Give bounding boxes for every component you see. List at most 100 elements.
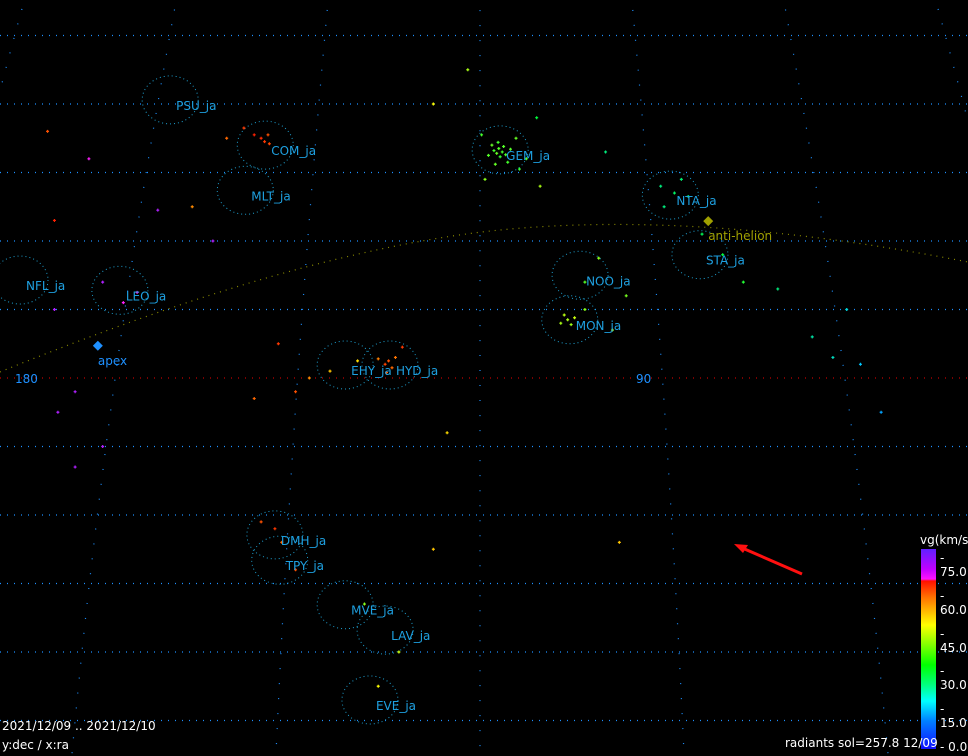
radiant-point bbox=[493, 162, 497, 166]
radiant-point bbox=[362, 602, 366, 606]
radiant-point bbox=[490, 143, 494, 147]
radiant-point bbox=[506, 160, 510, 164]
red-arrow bbox=[739, 545, 803, 576]
radiant-point bbox=[535, 116, 539, 120]
shower-circle bbox=[216, 165, 274, 215]
radiant-point bbox=[52, 308, 56, 311]
radiant-point bbox=[845, 308, 849, 311]
radiant-point bbox=[211, 239, 215, 243]
radiant-point bbox=[276, 342, 280, 346]
radiant-point bbox=[508, 147, 512, 151]
radiant-point bbox=[562, 313, 566, 317]
shower-circle bbox=[361, 340, 419, 390]
radiant-point bbox=[583, 280, 587, 284]
radiant-point bbox=[431, 102, 435, 106]
colorbar-tick: - 75.0 bbox=[940, 551, 967, 579]
radiant-point bbox=[500, 150, 504, 154]
radiant-point bbox=[672, 191, 676, 195]
shower-circle bbox=[91, 265, 149, 315]
radiant-point bbox=[498, 155, 502, 159]
radiant-point bbox=[190, 205, 194, 209]
colorbar-title: vg(km/s) bbox=[920, 533, 968, 547]
shower-label-sta-ja: STA_ja bbox=[706, 254, 745, 268]
radiant-point bbox=[495, 151, 499, 155]
radiant-point bbox=[46, 129, 50, 133]
radiant-point bbox=[242, 126, 246, 130]
radiant-point bbox=[559, 321, 563, 325]
radiant-point bbox=[502, 144, 506, 148]
radiant-point bbox=[376, 357, 380, 361]
radiant-point bbox=[624, 294, 628, 298]
shower-label-mve-ja: MVE_ja bbox=[351, 604, 394, 618]
ra-gridline bbox=[275, 0, 329, 756]
radiant-point bbox=[225, 136, 229, 140]
shower-circle bbox=[236, 120, 294, 170]
radiant-point bbox=[393, 355, 397, 359]
radiant-point bbox=[524, 157, 528, 161]
radiant-point bbox=[294, 568, 298, 572]
radiant-point bbox=[504, 153, 508, 157]
radiant-point bbox=[810, 335, 814, 339]
colorbar bbox=[921, 549, 936, 749]
shower-label-nfl-ja: NFL_ja bbox=[26, 279, 65, 293]
radiant-point bbox=[263, 140, 267, 144]
shower-circle bbox=[141, 75, 199, 125]
radiant-point bbox=[483, 177, 487, 181]
shower-label-noo-ja: NOO_ja bbox=[586, 274, 631, 288]
radiant-point bbox=[776, 287, 780, 291]
radiant-point bbox=[831, 355, 835, 359]
anti-helion-marker bbox=[703, 216, 714, 227]
x-tick-180: 180 bbox=[15, 372, 38, 386]
colorbar-tick: - 0.0 bbox=[940, 740, 968, 754]
radiant-point bbox=[252, 397, 256, 401]
radiant-point bbox=[858, 362, 862, 366]
shower-label-tpy-ja: TPY_ja bbox=[285, 559, 324, 573]
radiant-point bbox=[486, 153, 490, 157]
date-range: 2021/12/09 .. 2021/12/10 bbox=[2, 719, 156, 733]
shower-label-mon-ja: MON_ja bbox=[576, 319, 621, 333]
apex-marker bbox=[92, 340, 103, 351]
radiant-point bbox=[496, 140, 500, 144]
radiant-point bbox=[569, 323, 573, 327]
shower-circle bbox=[316, 340, 374, 390]
radiant-point bbox=[73, 390, 77, 394]
radiant-point bbox=[56, 410, 60, 414]
radiant-point bbox=[328, 369, 332, 373]
shower-label-lav-ja: LAV_ja bbox=[391, 629, 430, 643]
anti-helion-label: anti-helion bbox=[708, 229, 772, 243]
radiant-point bbox=[267, 142, 271, 146]
shower-circle bbox=[316, 580, 374, 630]
radiant-point bbox=[390, 366, 394, 370]
ecliptic-line bbox=[0, 223, 968, 373]
shower-circle bbox=[246, 510, 304, 560]
radiant-point bbox=[514, 136, 518, 140]
shower-label-psu-ja: PSU_ja bbox=[176, 99, 216, 113]
shower-label-nta-ja: NTA_ja bbox=[676, 194, 716, 208]
radiant-point bbox=[252, 133, 256, 137]
radiant-point bbox=[87, 157, 91, 161]
status-text: radiants sol=257.8 12/09 bbox=[785, 736, 938, 750]
markers: apex anti-helion bbox=[92, 216, 772, 368]
radiant-point bbox=[659, 184, 663, 188]
radiant-point bbox=[397, 650, 401, 654]
radiant-points bbox=[46, 68, 883, 688]
radiant-point bbox=[566, 318, 570, 322]
radiant-point bbox=[617, 540, 621, 544]
radiant-point bbox=[383, 362, 387, 366]
shower-label-mlt-ja: MLT_ja bbox=[251, 189, 290, 203]
shower-circle bbox=[541, 295, 599, 345]
shower-circle bbox=[471, 125, 529, 175]
radiant-point bbox=[700, 232, 704, 236]
ra-gridline bbox=[783, 0, 889, 756]
axis-label: y:dec / x:ra bbox=[2, 738, 69, 752]
radiant-point bbox=[294, 390, 298, 394]
radiant-point bbox=[573, 316, 577, 320]
shower-label-eve-ja: EVE_ja bbox=[376, 699, 416, 713]
radiant-point bbox=[480, 133, 484, 137]
ra-gridline bbox=[71, 0, 177, 756]
colorbar-tick: - 45.0 bbox=[940, 627, 967, 655]
radiant-point bbox=[73, 465, 77, 469]
radiant-point bbox=[597, 256, 601, 260]
